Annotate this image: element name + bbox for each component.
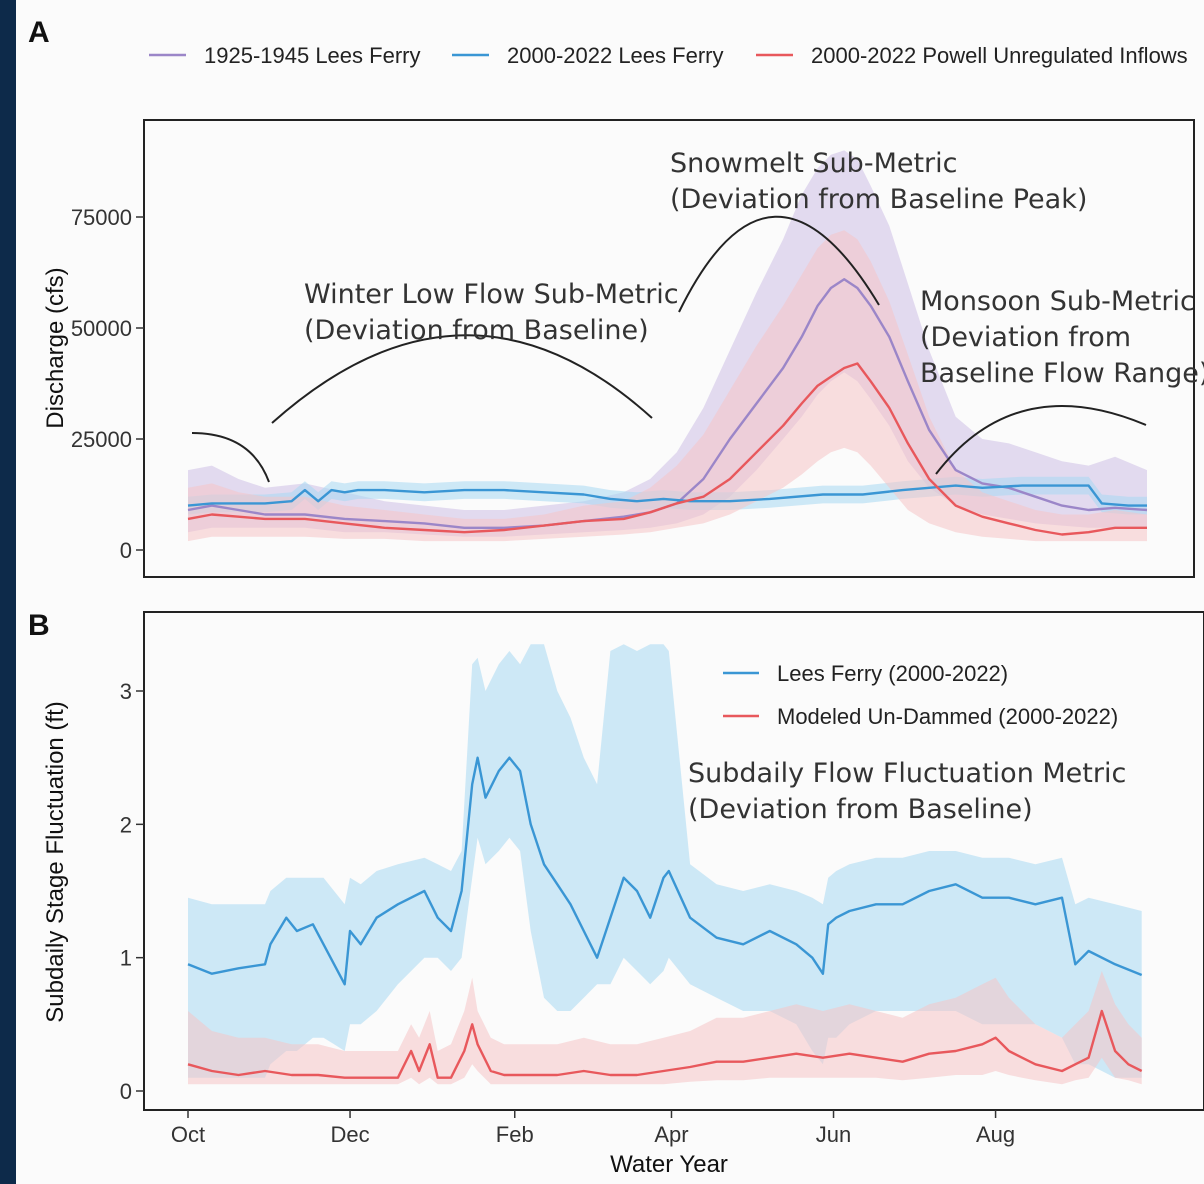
y-tick-label-a-1: 25000 xyxy=(71,427,132,452)
y-axis-label-a: Discharge (cfs) xyxy=(42,267,69,428)
legend-a-label-1: 1925-1945 Lees Ferry xyxy=(204,43,420,68)
y-tick-label-b-3: 3 xyxy=(120,679,132,704)
y-tick-label-a-3: 75000 xyxy=(71,205,132,230)
annotation-winter-line-1: Winter Low Flow Sub-Metric xyxy=(304,279,679,310)
lines-a xyxy=(187,278,1148,536)
annotation-snowmelt-line-1: Snowmelt Sub-Metric xyxy=(670,148,958,179)
annotation-arc-snowmelt xyxy=(678,215,880,313)
annotation-monsoon-line-3: Baseline Flow Range) xyxy=(920,358,1204,389)
lines-b xyxy=(187,756,1143,1079)
annotation-monsoon-line-1: Monsoon Sub-Metric xyxy=(920,286,1195,317)
legend-a: 1925-1945 Lees Ferry 2000-2022 Lees Ferr… xyxy=(149,43,1188,68)
x-tick-label-5: Aug xyxy=(976,1122,1015,1147)
annotation-arc-monsoon xyxy=(935,405,1147,475)
x-ticks-b: Oct Dec Feb Apr Jun Aug xyxy=(171,1110,1015,1147)
figure: A 1925-1945 Lees Ferry 2000-2022 Lees Fe… xyxy=(16,0,1204,1184)
figure-svg: A 1925-1945 Lees Ferry 2000-2022 Lees Fe… xyxy=(28,16,1204,1178)
line-a-series-2 xyxy=(187,484,1147,507)
y-ticks-b: 0 1 2 3 xyxy=(120,679,144,1104)
annotation-subdaily-line-1: Subdaily Flow Fluctuation Metric xyxy=(688,758,1126,789)
y-tick-label-a-2: 50000 xyxy=(71,316,132,341)
line-a-series-3 xyxy=(187,362,1147,536)
y-tick-label-b-0: 0 xyxy=(120,1079,132,1104)
plot-area-b: 0 1 2 3 Oct Dec Feb Apr Jun Aug xyxy=(120,611,1204,1147)
y-ticks-a: 0 25000 50000 75000 xyxy=(71,205,144,563)
x-axis-label-b: Water Year xyxy=(610,1151,728,1178)
x-tick-label-3: Apr xyxy=(654,1122,688,1147)
x-tick-label-2: Feb xyxy=(496,1122,534,1147)
legend-a-label-2: 2000-2022 Lees Ferry xyxy=(507,43,723,68)
annotation-arc-oct xyxy=(191,432,270,483)
legend-b: Lees Ferry (2000-2022) Modeled Un-Dammed… xyxy=(723,661,1118,729)
x-tick-label-4: Jun xyxy=(816,1122,851,1147)
annotation-arc-winter xyxy=(271,334,653,424)
legend-b-label-1: Lees Ferry (2000-2022) xyxy=(777,661,1008,686)
band-a-series-3 xyxy=(188,230,1147,542)
x-tick-label-1: Dec xyxy=(330,1122,369,1147)
line-b-series-2 xyxy=(187,1009,1143,1079)
line-a-series-1 xyxy=(187,278,1148,529)
panel-a-label: A xyxy=(28,16,50,49)
x-tick-label-0: Oct xyxy=(171,1122,205,1147)
annotation-subdaily-line-2: (Deviation from Baseline) xyxy=(688,794,1033,825)
annotation-monsoon-line-2: (Deviation from xyxy=(920,322,1131,353)
y-axis-label-b: Subdaily Stage Fluctuation (ft) xyxy=(42,701,69,1023)
legend-a-label-3: 2000-2022 Powell Unregulated Inflows xyxy=(811,43,1188,68)
annotation-winter-line-2: (Deviation from Baseline) xyxy=(304,315,649,346)
line-b-series-1 xyxy=(187,756,1143,986)
bands-b xyxy=(188,644,1142,1085)
band-b-series-1 xyxy=(188,644,1142,1078)
legend-b-label-2: Modeled Un-Dammed (2000-2022) xyxy=(777,704,1118,729)
y-tick-label-b-2: 2 xyxy=(120,812,132,837)
annotation-snowmelt-line-2: (Deviation from Baseline Peak) xyxy=(670,184,1087,215)
annotation-arcs-a xyxy=(191,215,1147,483)
panel-b-label: B xyxy=(28,609,50,642)
band-b-series-2 xyxy=(188,971,1142,1085)
y-tick-label-b-1: 1 xyxy=(120,946,132,971)
plot-area-a: 0 25000 50000 75000 xyxy=(71,119,1195,578)
y-tick-label-a-0: 0 xyxy=(120,538,132,563)
